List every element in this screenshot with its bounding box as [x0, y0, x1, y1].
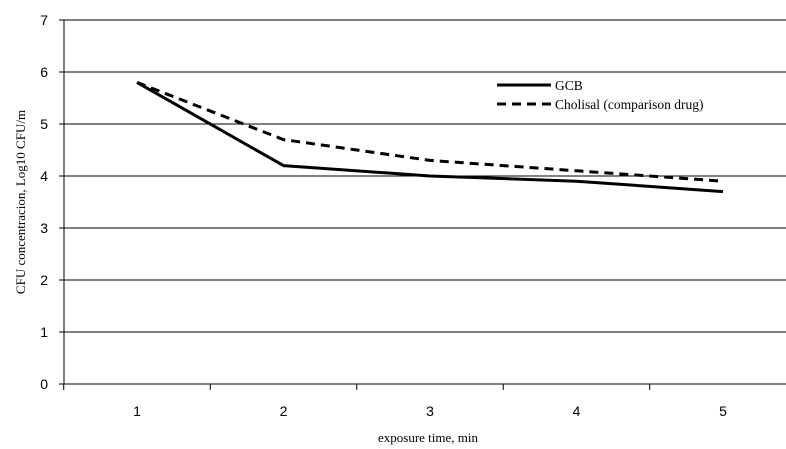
x-axis-title: exposure time, min [378, 430, 479, 445]
legend-label-gcb: GCB [555, 78, 583, 93]
series-lines [136, 81, 724, 194]
x-tick-label-2: 2 [280, 403, 288, 419]
y-tick-label-5: 5 [40, 116, 48, 132]
x-tick-label-4: 4 [573, 403, 581, 419]
y-tick-label-1: 1 [40, 324, 48, 340]
y-tick-label-6: 6 [40, 64, 48, 80]
y-axis-title: CFU concentracion, Log10 CFU/m [13, 110, 28, 294]
legend: GCB Cholisal (comparison drug) [497, 78, 703, 112]
y-tick-label-7: 7 [40, 12, 48, 28]
x-tick-label-1: 1 [133, 403, 141, 419]
x-axis-ticks: 1 2 3 4 5 [63, 384, 727, 419]
axes [63, 20, 786, 385]
y-tick-label-3: 3 [40, 220, 48, 236]
x-tick-label-5: 5 [719, 403, 727, 419]
legend-label-cholisal: Cholisal (comparison drug) [555, 97, 703, 112]
y-tick-label-0: 0 [40, 376, 48, 392]
x-tick-label-3: 3 [426, 403, 434, 419]
y-tick-label-2: 2 [40, 272, 48, 288]
gridlines [64, 19, 786, 333]
y-tick-label-4: 4 [40, 168, 48, 184]
y-axis-ticks: 0 1 2 3 4 5 6 7 [40, 12, 64, 392]
